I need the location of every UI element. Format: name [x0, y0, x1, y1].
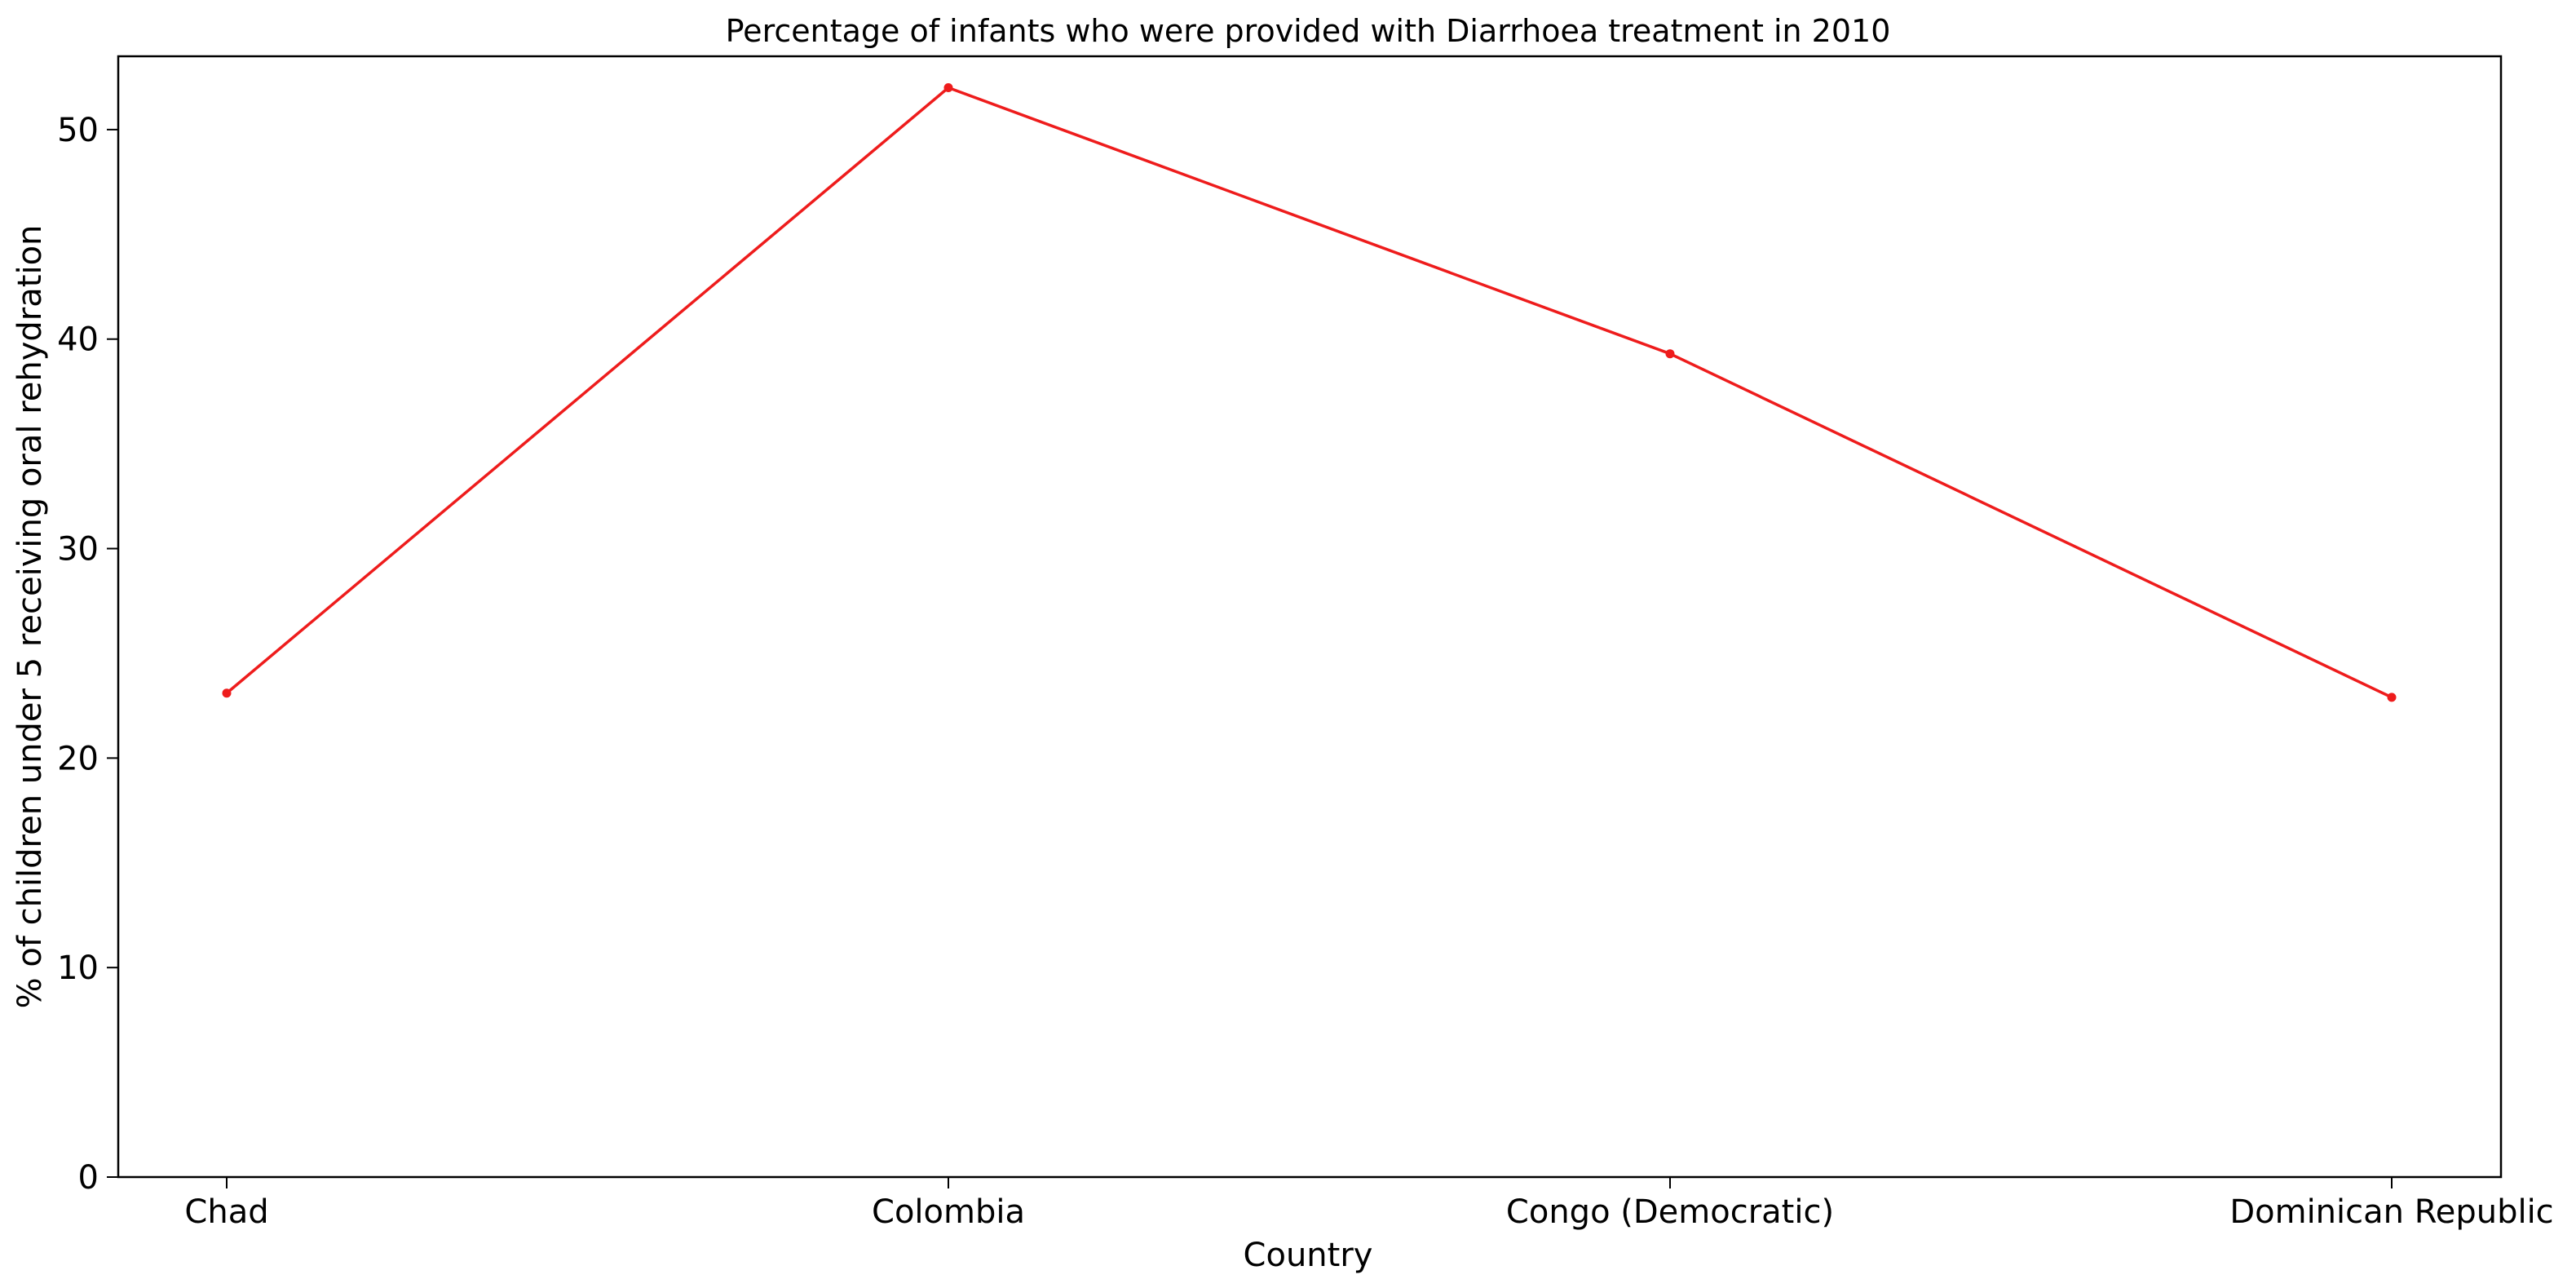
- plot-frame: [117, 55, 2503, 1179]
- y-axis-label: % of children under 5 receiving oral reh…: [11, 225, 49, 1009]
- data-point-3: [2387, 693, 2397, 702]
- x-tick-label: Chad: [184, 1193, 268, 1231]
- data-point-0: [222, 688, 232, 698]
- y-tick-label: 40: [57, 321, 99, 359]
- y-axis: 0 10 20 30 40 50: [57, 112, 118, 1197]
- x-tick-label: Dominican Republic: [2229, 1193, 2553, 1231]
- x-axis-label: Country: [1244, 1237, 1373, 1274]
- x-tick-label: Congo (Democratic): [1506, 1193, 1834, 1231]
- plot-content: [222, 83, 2397, 702]
- data-point-2: [1665, 349, 1675, 359]
- x-tick-label: Colombia: [872, 1193, 1025, 1231]
- x-axis: Chad Colombia Congo (Democratic) Dominican …: [184, 1177, 2554, 1231]
- y-tick-label: 10: [57, 949, 99, 987]
- y-tick-label: 20: [57, 740, 99, 777]
- y-tick-label: 30: [57, 531, 99, 569]
- series-line: [225, 86, 2393, 699]
- y-tick-label: 50: [57, 112, 99, 149]
- data-point-1: [943, 83, 953, 93]
- y-tick-label: 0: [78, 1159, 99, 1197]
- chart-title: Percentage of infants who were provided …: [726, 13, 1891, 49]
